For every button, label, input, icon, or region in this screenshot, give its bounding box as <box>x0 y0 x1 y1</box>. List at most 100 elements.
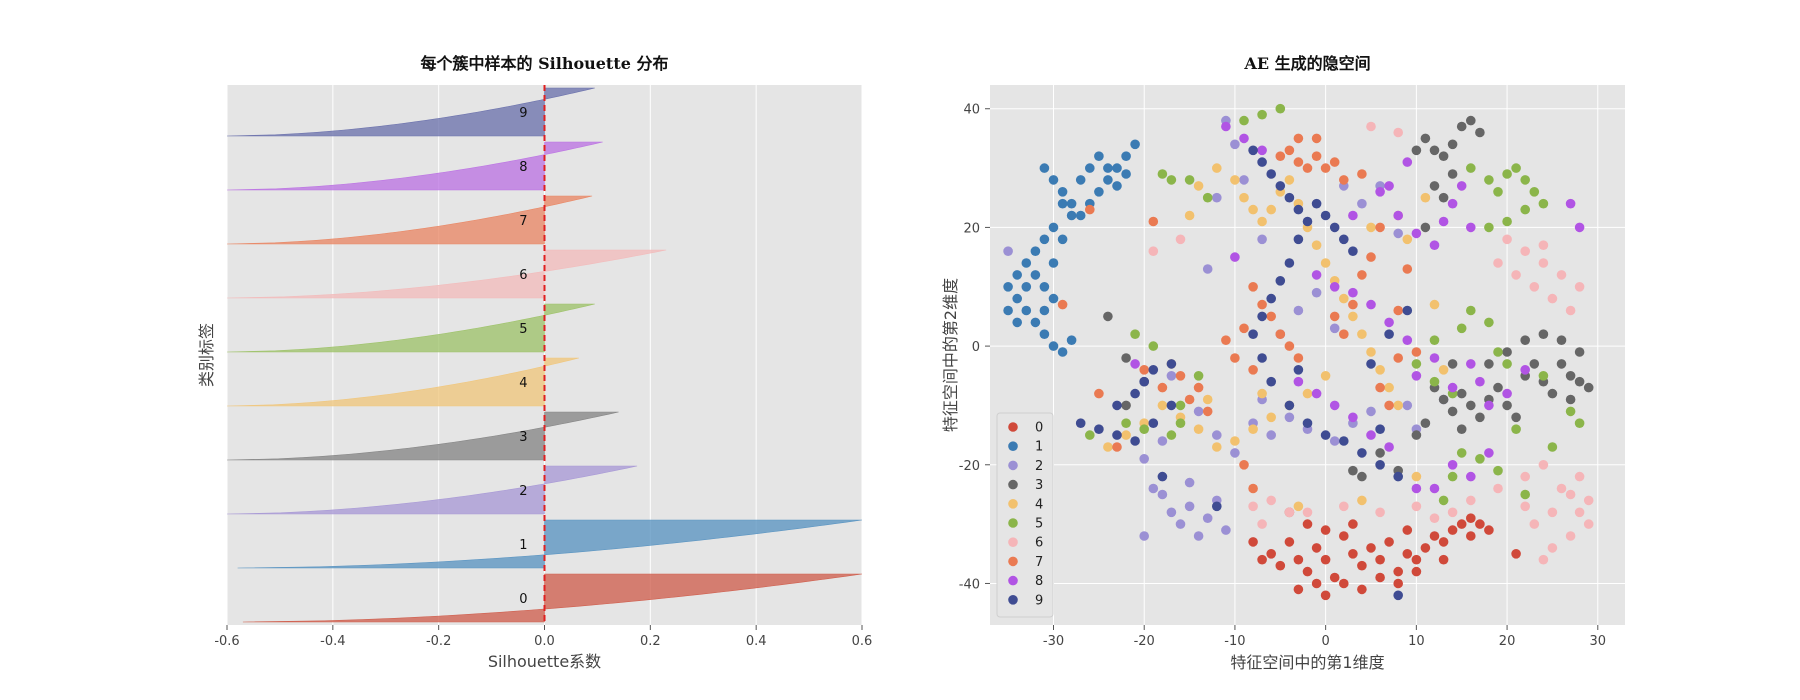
legend-marker <box>1008 575 1018 586</box>
scatter-point-class-2 <box>1230 139 1240 150</box>
scatter-point-class-6 <box>1339 501 1349 512</box>
scatter-point-class-9 <box>1257 311 1267 322</box>
silhouette-cluster-label: 6 <box>519 268 527 283</box>
scatter-point-class-4 <box>1266 412 1276 423</box>
scatter-point-class-7 <box>1239 323 1249 334</box>
scatter-point-class-1 <box>1003 305 1013 316</box>
scatter-point-class-0 <box>1311 543 1322 553</box>
latent-y-tick-label: 20 <box>963 221 980 236</box>
scatter-point-class-8 <box>1384 442 1394 452</box>
scatter-point-class-7 <box>1393 353 1403 363</box>
silhouette-x-tick-label: 0.4 <box>746 634 767 649</box>
scatter-point-class-9 <box>1293 365 1304 375</box>
scatter-point-class-3 <box>1447 169 1458 179</box>
scatter-point-class-7 <box>1221 335 1231 346</box>
silhouette-cluster-label: 5 <box>519 322 527 337</box>
scatter-point-class-5 <box>1475 454 1485 464</box>
legend-box <box>996 412 1054 618</box>
scatter-point-class-4 <box>1103 442 1113 452</box>
scatter-point-class-9 <box>1130 436 1140 446</box>
scatter-point-class-7 <box>1293 157 1304 167</box>
scatter-point-class-6 <box>1493 258 1503 268</box>
scatter-point-class-9 <box>1384 329 1394 340</box>
legend-marker <box>1008 460 1018 471</box>
scatter-point-class-8 <box>1366 299 1376 310</box>
scatter-point-class-9 <box>1257 353 1267 363</box>
scatter-point-class-3 <box>1565 371 1576 381</box>
scatter-point-class-0 <box>1466 513 1476 523</box>
scatter-point-class-8 <box>1366 430 1376 440</box>
scatter-point-class-2 <box>1166 371 1177 381</box>
scatter-point-class-2 <box>1230 448 1240 458</box>
latent-x-tick-label: 30 <box>1590 634 1607 649</box>
scatter-point-class-1 <box>1021 258 1032 268</box>
scatter-point-class-6 <box>1266 495 1276 506</box>
scatter-point-class-2 <box>1212 430 1222 440</box>
scatter-point-class-1 <box>1048 293 1059 304</box>
scatter-point-class-5 <box>1529 187 1540 197</box>
scatter-point-class-1 <box>1057 347 1068 357</box>
scatter-point-class-8 <box>1402 157 1413 167</box>
scatter-point-class-0 <box>1293 584 1304 595</box>
scatter-point-class-1 <box>1103 175 1113 185</box>
scatter-point-class-9 <box>1130 388 1140 399</box>
scatter-point-class-5 <box>1511 424 1521 435</box>
scatter-point-class-8 <box>1466 222 1476 233</box>
scatter-point-class-3 <box>1357 471 1367 482</box>
scatter-point-class-0 <box>1348 549 1358 559</box>
scatter-point-class-8 <box>1348 412 1358 423</box>
scatter-point-class-0 <box>1275 560 1286 571</box>
silhouette-cluster-label: 9 <box>519 106 527 121</box>
scatter-point-class-7 <box>1284 145 1295 156</box>
scatter-point-class-3 <box>1565 394 1576 405</box>
scatter-point-class-7 <box>1339 175 1349 185</box>
scatter-point-class-6 <box>1538 554 1549 565</box>
scatter-point-class-0 <box>1311 578 1322 589</box>
legend-marker <box>1008 556 1018 567</box>
scatter-point-class-6 <box>1574 507 1585 518</box>
latent-y-tick-label: 40 <box>963 103 980 118</box>
scatter-point-class-3 <box>1375 448 1385 458</box>
scatter-point-class-0 <box>1302 519 1313 529</box>
scatter-point-class-0 <box>1257 554 1267 565</box>
legend-marker <box>1008 499 1018 509</box>
scatter-point-class-3 <box>1456 424 1467 435</box>
scatter-point-class-7 <box>1175 371 1186 381</box>
scatter-point-class-5 <box>1411 359 1422 369</box>
scatter-point-class-8 <box>1484 448 1494 458</box>
scatter-point-class-7 <box>1248 365 1258 375</box>
scatter-point-class-0 <box>1266 549 1276 559</box>
scatter-point-class-9 <box>1112 400 1122 411</box>
silhouette-x-tick-label: 0.2 <box>640 634 661 649</box>
scatter-point-class-6 <box>1511 270 1521 280</box>
scatter-point-class-0 <box>1447 525 1458 535</box>
latent-y-tick-label: -40 <box>959 577 980 592</box>
scatter-point-class-7 <box>1193 382 1204 393</box>
scatter-point-class-4 <box>1320 258 1331 268</box>
scatter-point-class-6 <box>1257 519 1267 529</box>
scatter-point-class-8 <box>1348 210 1358 221</box>
scatter-point-class-1 <box>1012 270 1022 280</box>
scatter-point-class-4 <box>1212 163 1222 173</box>
scatter-point-class-2 <box>1184 477 1195 488</box>
scatter-point-class-3 <box>1429 145 1440 156</box>
scatter-point-class-3 <box>1420 133 1431 144</box>
scatter-point-class-9 <box>1257 157 1267 167</box>
scatter-point-class-2 <box>1329 323 1340 334</box>
scatter-point-class-9 <box>1284 258 1295 268</box>
silhouette-y-label: 类别标签 <box>197 323 216 387</box>
scatter-point-class-9 <box>1248 145 1258 156</box>
scatter-point-class-7 <box>1293 133 1304 144</box>
scatter-point-class-3 <box>1556 335 1567 346</box>
silhouette-cluster-label: 0 <box>519 592 527 607</box>
scatter-point-class-6 <box>1574 282 1585 292</box>
scatter-point-class-5 <box>1520 489 1530 500</box>
scatter-point-class-1 <box>1094 187 1104 197</box>
legend-label: 5 <box>1035 517 1043 532</box>
scatter-point-class-3 <box>1484 359 1494 369</box>
scatter-point-class-6 <box>1520 246 1530 256</box>
scatter-point-class-3 <box>1574 376 1585 387</box>
scatter-point-class-3 <box>1511 412 1521 423</box>
scatter-point-class-7 <box>1375 222 1385 233</box>
scatter-point-class-5 <box>1466 163 1476 173</box>
